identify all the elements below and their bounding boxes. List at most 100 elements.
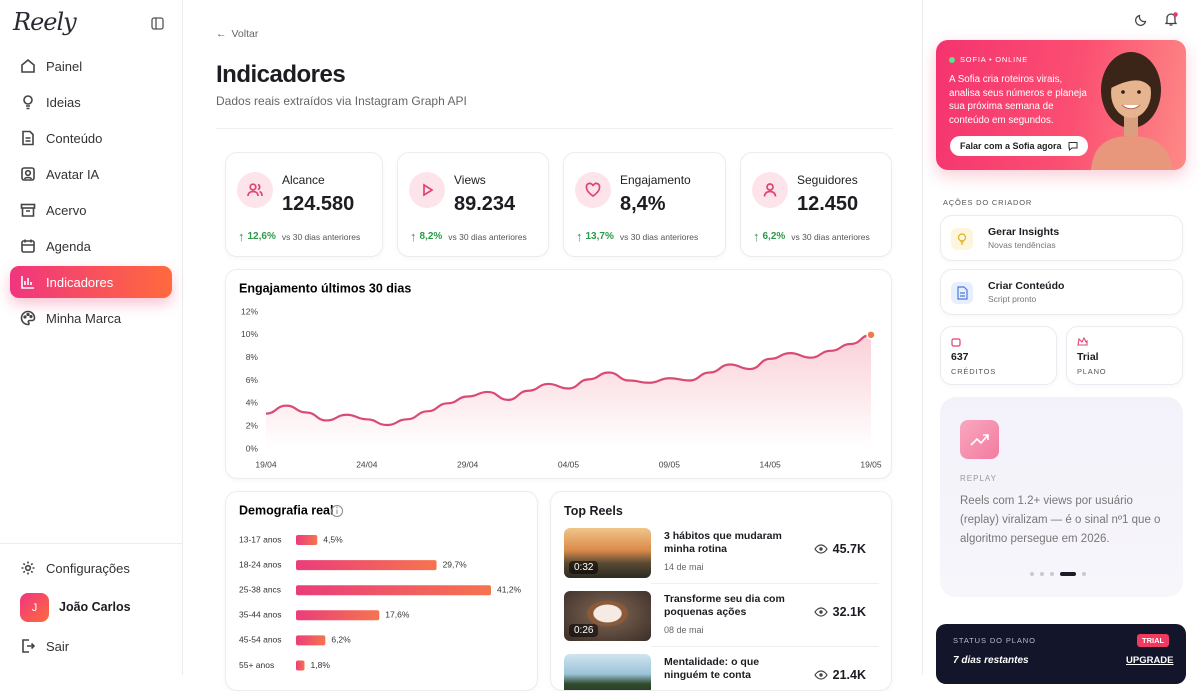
nav-item[interactable]: Minha Marca xyxy=(10,302,172,334)
assistant-card: SOFIA • ONLINE A Sofia cria roteiros vir… xyxy=(936,40,1186,170)
x-tick-label: 09/05 xyxy=(659,459,681,469)
line xyxy=(265,333,872,427)
reel-views: 32.1K xyxy=(813,605,866,619)
plan-card: STATUS DO PLANO TRIAL 7 dias restantes U… xyxy=(936,624,1186,684)
chart-title: Engajamento últimos 30 dias xyxy=(239,281,411,295)
nav-label: Configurações xyxy=(46,560,130,576)
x-tick-label: 19/05 xyxy=(860,459,882,469)
action-subtitle: Novas tendências xyxy=(988,240,1056,250)
nav-label: Agenda xyxy=(46,238,91,254)
kpi-label: Views xyxy=(454,173,486,187)
kpi-label: Engajamento xyxy=(620,173,691,187)
reel-thumbnail xyxy=(564,654,651,690)
line-chart: Engajamento últimos 30 dias 0% 2% 4% 6% 8% 10… xyxy=(239,281,882,469)
kpi-change-value: 13,7% xyxy=(585,231,614,242)
bar-category: 45-54 anos xyxy=(239,635,282,645)
kpi-note: vs 30 dias anteriores xyxy=(791,231,870,242)
section-title: AÇÕES DO CRIADOR xyxy=(943,198,1033,207)
theme-toggle[interactable] xyxy=(1134,13,1148,27)
bar-value-label: 29,7% xyxy=(443,559,468,569)
info-icon[interactable] xyxy=(331,505,343,517)
x-tick-label: 19/04 xyxy=(255,459,277,469)
kpi-change: ↑ 12,6% vs 30 dias anteriores xyxy=(238,229,361,244)
carousel-dots[interactable] xyxy=(1030,572,1086,576)
assistant-button[interactable]: Falar com a Sofia agora xyxy=(950,136,1088,156)
collapse-button[interactable] xyxy=(151,17,164,30)
stat-label: PLANO xyxy=(1077,367,1107,376)
nav-item[interactable]: Conteúdo xyxy=(10,122,172,154)
user-name: João Carlos xyxy=(59,600,131,614)
back-link[interactable]: ← Voltar xyxy=(216,28,258,40)
dot[interactable] xyxy=(1030,572,1034,576)
kpi-value: 12.450 xyxy=(797,193,859,215)
bar-value-label: 17,6% xyxy=(385,610,410,620)
y-tick-label: 2% xyxy=(246,420,259,430)
divider xyxy=(216,128,893,129)
nav-item[interactable]: Acervo xyxy=(10,194,172,226)
kpi-value: 124.580 xyxy=(282,193,355,215)
user-avatar[interactable]: J xyxy=(20,593,49,622)
divider xyxy=(651,646,879,647)
reel-row[interactable]: 0:26 Transforme seu dia com poquenas açõ… xyxy=(564,591,879,649)
nav-item[interactable]: Painel xyxy=(10,50,172,82)
tip-card: REPLAY Reels com 1.2+ views por usuário … xyxy=(940,397,1183,597)
nav-item[interactable]: Agenda xyxy=(10,230,172,262)
nav-item[interactable]: Ideias xyxy=(10,86,172,118)
dot-active[interactable] xyxy=(1060,572,1076,576)
kpi-value: 8,4% xyxy=(620,193,666,215)
x-tick-label: 24/04 xyxy=(356,459,378,469)
dot[interactable] xyxy=(1040,572,1044,576)
line-area xyxy=(266,334,871,449)
settings-link[interactable]: Configurações xyxy=(10,552,172,584)
nav-item[interactable]: Avatar IA xyxy=(10,158,172,190)
y-tick-label: 6% xyxy=(246,375,259,385)
action-card[interactable]: Gerar Insights Novas tendências xyxy=(940,215,1183,261)
bar-category: 25-38 ancs xyxy=(239,584,281,594)
reel-views: 21.4K xyxy=(813,668,866,682)
x-tick-label: 14/05 xyxy=(760,459,782,469)
assistant-text: A Sofia cria roteiros virais, analisa se… xyxy=(949,74,1087,126)
reel-row[interactable]: Mentalidade: o que ninguém te conta 21.4… xyxy=(564,654,879,690)
action-title: Criar Conteúdo xyxy=(988,280,1065,292)
plan-badge: TRIAL xyxy=(1137,634,1170,647)
bar xyxy=(296,560,437,571)
nav-label: Sair xyxy=(46,638,70,654)
reel-title: 3 hábitos que mudaram minha rotina xyxy=(664,530,782,555)
y-tick-label: 4% xyxy=(246,398,259,408)
nav-label: Indicadores xyxy=(46,274,114,290)
logo[interactable]: Reely xyxy=(13,8,77,36)
card-title: Top Reels xyxy=(564,504,623,518)
chart-title: Demografia real xyxy=(239,503,333,517)
dot[interactable] xyxy=(1082,572,1086,576)
divider xyxy=(651,583,879,584)
reel-views-value: 21.4K xyxy=(832,668,866,682)
page-title: Indicadores xyxy=(216,61,346,88)
kpi-icon xyxy=(237,172,273,208)
logout-link[interactable]: Sair xyxy=(10,630,172,662)
action-card[interactable]: Criar Conteúdo Script pronto xyxy=(940,269,1183,315)
bar xyxy=(296,610,380,621)
dot[interactable] xyxy=(1050,572,1054,576)
tip-icon xyxy=(960,420,999,459)
nav-item-active[interactable]: Indicadores xyxy=(10,266,172,298)
engagement-card: Engajamento últimos 30 dias 0% 2% 4% 6% 8% 10… xyxy=(225,269,892,479)
notifications[interactable] xyxy=(1163,11,1179,27)
stat-icon xyxy=(951,338,961,347)
reel-thumbnail: 0:32 xyxy=(564,528,651,578)
bar xyxy=(296,635,326,646)
kpi-card: Alcance 124.580 ↑ 12,6% vs 30 dias anterio… xyxy=(225,152,383,257)
kpi-note: vs 30 dias anteriores xyxy=(448,231,527,242)
reel-row[interactable]: 0:32 3 hábitos que mudaram minha rotina … xyxy=(564,528,879,586)
upgrade-link[interactable]: UPGRADE xyxy=(1126,655,1174,666)
button-label: Falar com a Sofia agora xyxy=(960,141,1062,151)
kpi-change-value: 8,2% xyxy=(419,231,443,242)
panel-border xyxy=(922,0,923,675)
back-arrow: ← xyxy=(216,28,227,40)
kpi-label: Seguidores xyxy=(797,173,858,187)
y-tick-label: 12% xyxy=(241,306,258,316)
end-point xyxy=(866,330,876,340)
kpi-note: vs 30 dias anteriores xyxy=(619,231,699,242)
x-tick-label: 04/05 xyxy=(558,459,580,469)
top-reels-card: Top Reels 0:32 3 hábitos que mudaram min… xyxy=(550,491,892,691)
